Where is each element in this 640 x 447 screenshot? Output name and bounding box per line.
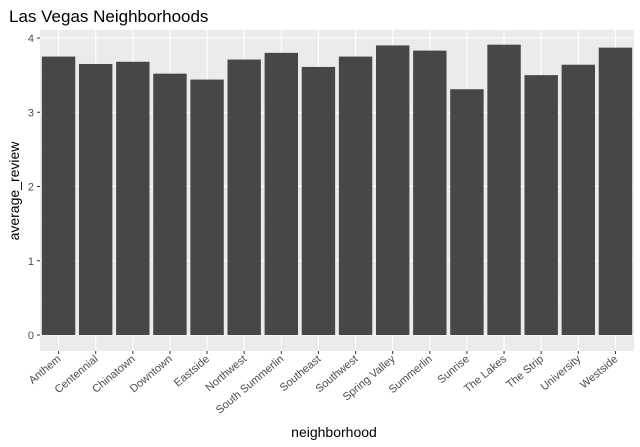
y-tick-label: 2: [28, 182, 34, 194]
x-axis-title: neighborhood: [291, 424, 377, 440]
bar: [524, 75, 558, 335]
bar: [413, 50, 447, 336]
bar: [153, 73, 187, 335]
bar: [561, 64, 596, 335]
bars: [41, 44, 633, 336]
bar: [78, 63, 113, 336]
bar: [41, 56, 76, 335]
y-tick-label: 1: [28, 256, 34, 268]
bar: [598, 47, 633, 336]
bar: [264, 52, 299, 335]
bar: [450, 89, 484, 335]
x-tick-label: University: [539, 353, 584, 394]
x-axis: AnthemCentennialChinatownDowntownEastsid…: [27, 351, 620, 417]
x-tick-label: South Summerlin: [214, 353, 286, 416]
x-tick-label: Westside: [578, 353, 620, 391]
bar: [375, 45, 410, 336]
bar: [487, 44, 521, 336]
chart-title: Las Vegas Neighborhoods: [9, 7, 208, 26]
y-axis-title: average_review: [6, 141, 22, 241]
bar: [338, 56, 373, 335]
bar: [190, 79, 224, 335]
bar: [116, 61, 150, 335]
bar: [227, 59, 261, 335]
y-axis: 0 1 2 3 4: [28, 33, 40, 342]
bar: [301, 66, 336, 336]
y-tick-label: 0: [28, 330, 34, 342]
y-tick-label: 4: [28, 33, 34, 45]
y-tick-label: 3: [28, 107, 34, 119]
